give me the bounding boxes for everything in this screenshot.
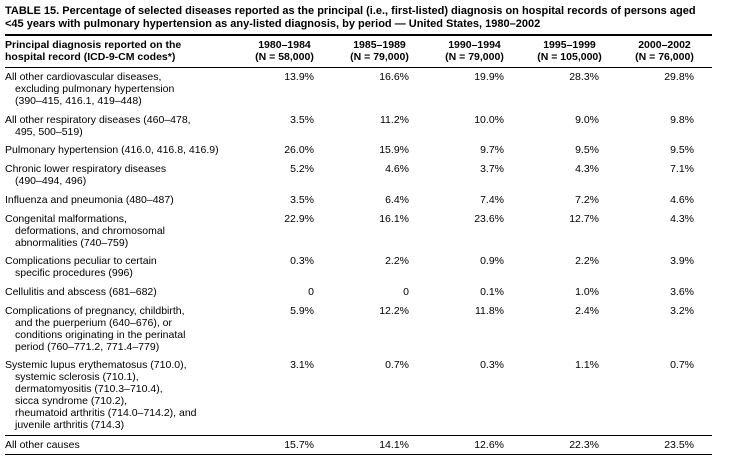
value-cell: 6.4% xyxy=(385,193,409,206)
value-cell: 4.3% xyxy=(670,212,694,225)
row-label: Cellulitis and abscess (681–682) xyxy=(5,286,157,299)
period-label: 1980–1984 xyxy=(258,38,311,51)
row-label: Pulmonary hypertension (416.0, 416.8, 41… xyxy=(5,144,219,157)
value-cell: 0 xyxy=(403,286,409,299)
value-cell: 11.2% xyxy=(380,113,409,126)
period-n: (N = 79,000) xyxy=(445,51,504,63)
table-title: TABLE 15. Percentage of selected disease… xyxy=(5,5,696,30)
period-n: (N = 79,000) xyxy=(350,51,409,63)
value-cell: 3.6% xyxy=(670,286,694,299)
value-cell: 19.9% xyxy=(474,71,504,84)
value-cell: 12.7% xyxy=(569,212,599,225)
value-cell: 23.5% xyxy=(617,434,712,455)
value-cell: 15.7% xyxy=(237,434,332,455)
value-cell: 3.5% xyxy=(290,113,314,126)
value-cell: 3.2% xyxy=(670,304,694,317)
row-label: All other cardiovascular diseases, exclu… xyxy=(5,71,175,107)
value-cell: 3.5% xyxy=(290,193,314,206)
value-cell: 0.3% xyxy=(480,359,504,372)
value-cell: 28.3% xyxy=(569,71,599,84)
value-cell: 9.0% xyxy=(575,113,599,126)
value-cell: 15.9% xyxy=(379,144,409,157)
value-cell: 3.7% xyxy=(480,163,504,176)
value-cell: 1.1% xyxy=(575,359,599,372)
table-row: Influenza and pneumonia (480–487) 3.5% 6… xyxy=(5,191,712,210)
value-cell: 4.3% xyxy=(575,163,599,176)
value-cell: 2.4% xyxy=(575,304,599,317)
value-cell: 2.2% xyxy=(385,255,409,268)
value-cell: 26.0% xyxy=(284,144,314,157)
period-label: 1985–1989 xyxy=(353,38,406,51)
value-cell: 11.8% xyxy=(475,304,504,317)
header-period-1985-1989: 1985–1989 (N = 79,000) xyxy=(332,34,427,69)
value-cell: 2.2% xyxy=(575,255,599,268)
value-cell: 0.7% xyxy=(670,359,694,372)
table-row: Pulmonary hypertension (416.0, 416.8, 41… xyxy=(5,141,712,160)
value-cell: 7.2% xyxy=(575,193,599,206)
value-cell: 0.3% xyxy=(290,255,314,268)
value-cell: 7.1% xyxy=(670,163,694,176)
table-row: All other cardiovascular diseases, exclu… xyxy=(5,68,712,111)
row-label: Chronic lower respiratory diseases (490–… xyxy=(5,163,167,188)
period-label: 2000–2002 xyxy=(638,38,691,51)
header-row: Principal diagnosis reported on the hosp… xyxy=(5,34,712,69)
value-cell: 12.6% xyxy=(427,434,522,455)
row-label: All other causes xyxy=(5,434,237,455)
row-label: Complications of pregnancy, childbirth, … xyxy=(5,304,186,353)
header-period-1995-1999: 1995–1999 (N = 105,000) xyxy=(522,34,617,69)
value-cell: 0.7% xyxy=(385,359,409,372)
value-cell: 9.5% xyxy=(575,144,599,157)
table-row: Systemic lupus erythematosus (710.0), sy… xyxy=(5,356,712,435)
value-cell: 14.1% xyxy=(332,434,427,455)
table-row: Complications of pregnancy, childbirth, … xyxy=(5,302,712,356)
row-label: Congenital malformations, deformations, … xyxy=(5,212,165,249)
table-row: All other respiratory diseases (460–478,… xyxy=(5,111,712,142)
value-cell: 9.5% xyxy=(670,144,694,157)
value-cell: 29.8% xyxy=(664,71,694,84)
period-label: 1995–1999 xyxy=(543,38,596,51)
table-row: Congenital malformations, deformations, … xyxy=(5,210,712,253)
value-cell: 9.7% xyxy=(480,144,504,157)
value-cell: 7.4% xyxy=(480,193,504,206)
value-cell: 4.6% xyxy=(385,163,409,176)
header-period-2000-2002: 2000–2002 (N = 76,000) xyxy=(617,34,712,69)
row-label: Influenza and pneumonia (480–487) xyxy=(5,193,174,206)
period-label: 1990–1994 xyxy=(448,38,501,51)
value-cell: 23.6% xyxy=(474,212,504,225)
table-row: All other causes 15.7% 14.1% 12.6% 22.3%… xyxy=(5,434,712,455)
value-cell: 22.3% xyxy=(522,434,617,455)
value-cell: 22.9% xyxy=(284,212,314,225)
period-n: (N = 76,000) xyxy=(635,51,694,63)
header-period-1990-1994: 1990–1994 (N = 79,000) xyxy=(427,34,522,69)
value-cell: 4.6% xyxy=(670,193,694,206)
value-cell: 0 xyxy=(308,286,314,299)
header-principal-diagnosis: Principal diagnosis reported on the hosp… xyxy=(5,34,237,69)
value-cell: 9.8% xyxy=(670,113,694,126)
value-cell: 0.1% xyxy=(480,286,504,299)
period-n: (N = 105,000) xyxy=(537,51,602,63)
value-cell: 0.9% xyxy=(480,255,504,268)
data-table: Principal diagnosis reported on the hosp… xyxy=(5,33,712,456)
value-cell: 5.2% xyxy=(290,163,314,176)
value-cell: 16.6% xyxy=(379,71,409,84)
table-row: Cellulitis and abscess (681–682) 0 0 0.1… xyxy=(5,283,712,302)
value-cell: 3.9% xyxy=(670,255,694,268)
value-cell: 5.9% xyxy=(290,304,314,317)
value-cell: 16.1% xyxy=(379,212,409,225)
value-cell: 12.2% xyxy=(379,304,409,317)
table-row: Chronic lower respiratory diseases (490–… xyxy=(5,160,712,191)
row-label: All other respiratory diseases (460–478,… xyxy=(5,113,191,138)
table-row: Complications peculiar to certain specif… xyxy=(5,252,712,283)
value-cell: 10.0% xyxy=(474,113,504,126)
value-cell: 3.1% xyxy=(290,359,314,372)
header-period-1980-1984: 1980–1984 (N = 58,000) xyxy=(237,34,332,69)
value-cell: 13.9% xyxy=(284,71,314,84)
row-label: Systemic lupus erythematosus (710.0), sy… xyxy=(5,359,197,431)
row-label: Complications peculiar to certain specif… xyxy=(5,255,157,280)
value-cell: 1.0% xyxy=(575,286,599,299)
period-n: (N = 58,000) xyxy=(255,51,314,63)
